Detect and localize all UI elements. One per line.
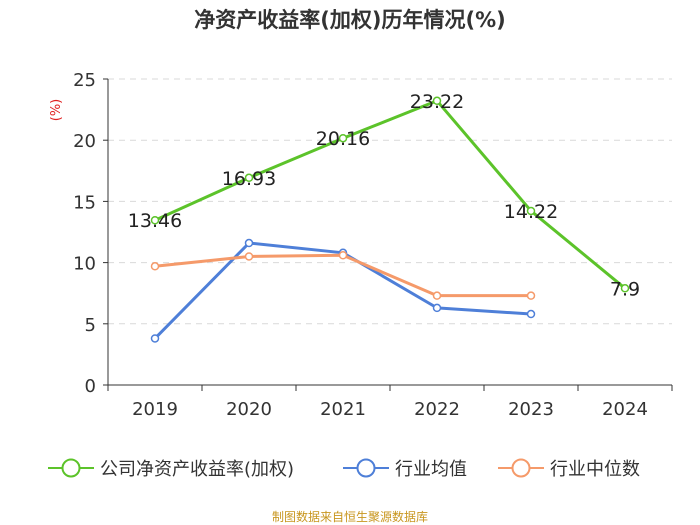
data-point — [526, 291, 536, 300]
data-point — [150, 334, 160, 343]
y-tick-label: 15 — [73, 192, 96, 213]
y-tick-label: 25 — [73, 70, 96, 91]
y-tick-label: 20 — [73, 131, 96, 152]
data-label: 16.93 — [222, 168, 276, 190]
legend-label: 公司净资产收益率(加权) — [100, 459, 294, 480]
legend-item-2: 行业中位数 — [498, 458, 640, 480]
data-point — [338, 133, 348, 143]
data-label: 13.46 — [128, 210, 182, 232]
legend-item-0: 公司净资产收益率(加权) — [48, 458, 294, 480]
data-point — [526, 206, 536, 216]
x-tick-label: 2022 — [414, 399, 460, 420]
legend-label: 行业均值 — [395, 459, 467, 480]
legend-item-1: 行业均值 — [343, 458, 467, 480]
x-tick-label: 2021 — [320, 399, 366, 420]
chart-title: 净资产收益率(加权)历年情况(%) — [194, 8, 506, 32]
data-label: 20.16 — [316, 128, 370, 150]
x-tick-label: 2019 — [132, 399, 178, 420]
series-line — [154, 253, 531, 298]
data-label: 23.22 — [410, 91, 464, 113]
data-point — [244, 252, 254, 261]
legend-marker — [511, 458, 531, 478]
series-line — [154, 99, 626, 290]
y-tick-label: 0 — [85, 376, 96, 397]
data-point — [432, 303, 442, 313]
x-tick-label: 2023 — [508, 399, 554, 420]
data-point — [432, 96, 442, 106]
x-tick-label: 2024 — [602, 399, 648, 420]
source-note: 制图数据来自恒生聚源数据库 — [271, 510, 428, 524]
y-tick-label: 5 — [85, 315, 96, 336]
data-point — [244, 173, 254, 183]
y-axis-label: (%) — [49, 99, 64, 122]
grid-lines — [108, 78, 672, 325]
data-label: 14.22 — [504, 201, 558, 223]
data-point — [150, 262, 160, 271]
data-point — [526, 309, 536, 319]
data-point — [620, 284, 630, 293]
axes: 0 5 10 15 20 25 2019 2020 2021 2022 2023 2024 — [73, 70, 673, 420]
legend-marker — [356, 458, 376, 478]
data-label: 7.9 — [610, 278, 640, 300]
series-0 — [150, 96, 630, 293]
data-point — [244, 238, 254, 248]
legend: 公司净资产收益率(加权) 行业均值 行业中位数 — [48, 458, 640, 480]
data-point — [432, 291, 442, 300]
series-2 — [150, 251, 536, 300]
series-lines — [150, 96, 630, 343]
x-tick-label: 2020 — [226, 399, 272, 420]
data-point — [150, 215, 160, 225]
y-tick-label: 10 — [73, 254, 96, 275]
legend-label: 行业中位数 — [550, 459, 640, 480]
legend-marker — [61, 458, 81, 478]
data-point — [338, 251, 348, 260]
data-labels: 13.46 16.93 20.16 23.22 14.22 7.9 — [128, 91, 640, 301]
